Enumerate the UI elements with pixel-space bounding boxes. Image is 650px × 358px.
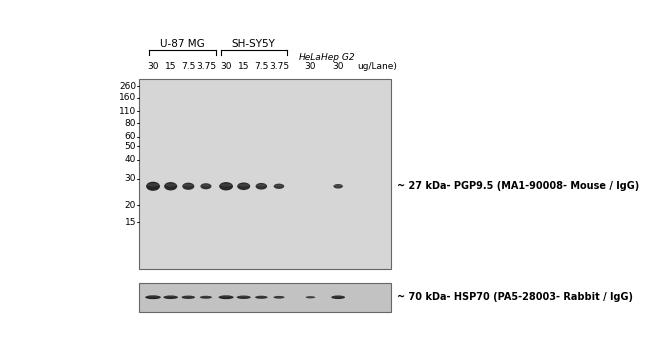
- Text: 30: 30: [125, 174, 136, 183]
- Text: 15: 15: [238, 62, 250, 71]
- FancyBboxPatch shape: [139, 283, 391, 312]
- Ellipse shape: [200, 183, 211, 189]
- Ellipse shape: [332, 295, 345, 299]
- Text: ~ 70 kDa- HSP70 (PA5-28003- Rabbit / IgG): ~ 70 kDa- HSP70 (PA5-28003- Rabbit / IgG…: [397, 292, 633, 302]
- Ellipse shape: [274, 296, 283, 297]
- Ellipse shape: [256, 184, 266, 187]
- Ellipse shape: [274, 184, 283, 187]
- Text: 80: 80: [125, 119, 136, 128]
- Ellipse shape: [255, 296, 268, 299]
- Ellipse shape: [218, 295, 233, 299]
- Text: 15: 15: [125, 218, 136, 227]
- Text: 60: 60: [125, 132, 136, 141]
- Text: 3.75: 3.75: [196, 62, 216, 71]
- Ellipse shape: [200, 296, 212, 299]
- Ellipse shape: [238, 296, 250, 297]
- Ellipse shape: [146, 296, 160, 297]
- Ellipse shape: [220, 184, 232, 187]
- Ellipse shape: [183, 296, 194, 297]
- Text: 7.5: 7.5: [254, 62, 268, 71]
- Text: 7.5: 7.5: [181, 62, 196, 71]
- Text: 30: 30: [148, 62, 159, 71]
- Text: ~ 27 kDa- PGP9.5 (MA1-90008- Mouse / IgG): ~ 27 kDa- PGP9.5 (MA1-90008- Mouse / IgG…: [397, 181, 640, 191]
- Ellipse shape: [274, 296, 285, 299]
- Ellipse shape: [181, 296, 195, 299]
- Ellipse shape: [164, 182, 177, 190]
- Ellipse shape: [334, 185, 343, 187]
- Text: 30: 30: [220, 62, 232, 71]
- Text: U-87 MG: U-87 MG: [161, 39, 205, 49]
- Ellipse shape: [165, 184, 176, 187]
- Text: 30: 30: [332, 62, 344, 71]
- Ellipse shape: [306, 296, 315, 298]
- Ellipse shape: [164, 296, 177, 297]
- Text: 50: 50: [125, 142, 136, 151]
- Ellipse shape: [237, 183, 250, 190]
- FancyBboxPatch shape: [139, 79, 391, 269]
- Ellipse shape: [183, 184, 194, 187]
- Text: HeLa: HeLa: [299, 53, 322, 62]
- Ellipse shape: [201, 296, 211, 297]
- Ellipse shape: [238, 184, 250, 187]
- Text: 30: 30: [305, 62, 316, 71]
- Ellipse shape: [163, 295, 178, 299]
- Text: 160: 160: [119, 93, 136, 102]
- Ellipse shape: [145, 295, 161, 299]
- Text: SH-SY5Y: SH-SY5Y: [232, 39, 276, 49]
- Ellipse shape: [255, 183, 267, 190]
- Ellipse shape: [182, 183, 194, 190]
- Ellipse shape: [306, 296, 315, 297]
- Ellipse shape: [256, 296, 266, 297]
- Text: ug/Lane): ug/Lane): [357, 62, 397, 71]
- Text: 40: 40: [125, 155, 136, 164]
- Ellipse shape: [220, 296, 233, 297]
- Text: 260: 260: [119, 82, 136, 91]
- Ellipse shape: [237, 296, 251, 299]
- Text: 110: 110: [119, 107, 136, 116]
- Ellipse shape: [202, 184, 211, 187]
- Ellipse shape: [146, 182, 160, 191]
- Ellipse shape: [332, 296, 344, 297]
- Ellipse shape: [274, 184, 284, 189]
- Text: Hep G2: Hep G2: [321, 53, 355, 62]
- Ellipse shape: [147, 183, 159, 187]
- Text: 20: 20: [125, 201, 136, 210]
- Ellipse shape: [333, 184, 343, 189]
- Text: 3.75: 3.75: [269, 62, 289, 71]
- Ellipse shape: [219, 182, 233, 190]
- Text: 15: 15: [165, 62, 176, 71]
